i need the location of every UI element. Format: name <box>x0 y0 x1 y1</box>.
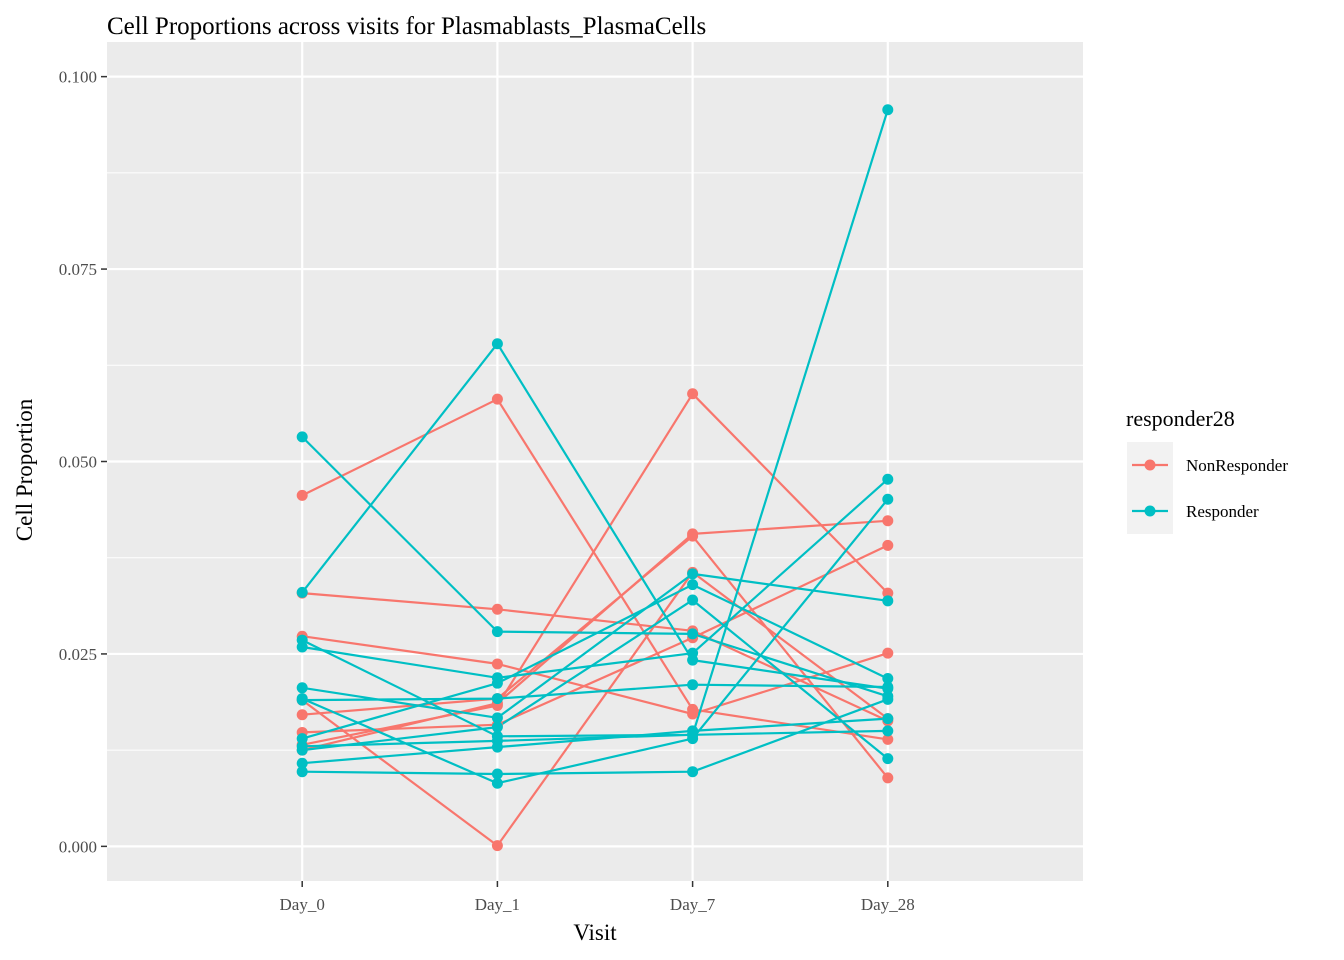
y-axis-title: Cell Proportion <box>12 398 37 541</box>
y-tick-label: 0.050 <box>59 453 97 472</box>
data-point-responder <box>491 721 503 733</box>
data-point-responder <box>882 104 894 116</box>
series-line-responder <box>301 342 888 690</box>
series-line-nonresponder <box>302 544 889 734</box>
data-point-responder <box>687 679 699 691</box>
legend-key-nonresponder-point <box>1144 459 1156 471</box>
data-point-responder <box>491 626 503 638</box>
data-point-nonresponder <box>296 709 308 721</box>
y-tick-label: 0.100 <box>59 68 97 87</box>
data-point-nonresponder <box>882 587 894 599</box>
data-point-responder <box>687 568 699 580</box>
series-line-responder <box>302 717 888 765</box>
data-point-responder <box>491 741 503 753</box>
data-point-nonresponder <box>296 489 308 501</box>
data-point-responder <box>491 712 503 724</box>
x-tick-label: Day_1 <box>475 895 520 914</box>
data-point-nonresponder <box>491 658 503 670</box>
data-point-responder <box>882 693 894 705</box>
series-line-responder <box>302 683 888 702</box>
legend-title: responder28 <box>1126 406 1235 431</box>
data-point-responder <box>882 473 894 485</box>
data-point-nonresponder <box>882 772 894 784</box>
x-axis: Day_0 Day_1 Day_7 Day_28 <box>280 881 915 914</box>
data-point-responder <box>882 673 894 685</box>
data-point-responder <box>491 693 503 705</box>
data-point-responder <box>296 693 308 705</box>
data-point-responder <box>687 628 699 640</box>
data-point-responder <box>296 682 308 694</box>
series-line-responder <box>301 498 889 785</box>
data-point-responder <box>296 757 308 769</box>
data-point-responder <box>687 733 699 745</box>
data-point-responder <box>491 677 503 689</box>
data-point-responder <box>491 768 503 780</box>
series-line-responder <box>302 572 888 719</box>
x-axis-title: Visit <box>573 920 617 945</box>
data-point-responder <box>296 431 308 443</box>
data-point-nonresponder <box>491 603 503 615</box>
data-point-nonresponder <box>687 708 699 720</box>
series-line-responder <box>301 583 889 740</box>
series-line-nonresponder <box>301 519 888 752</box>
series-line-nonresponder <box>301 392 889 746</box>
y-axis: 0.000 0.025 0.050 0.075 0.100 <box>59 68 107 856</box>
data-point-responder <box>882 681 894 693</box>
data-point-responder <box>882 493 894 505</box>
series-line-nonresponder <box>302 592 889 722</box>
y-tick-label: 0.025 <box>59 645 97 664</box>
data-point-nonresponder <box>687 528 699 540</box>
x-tick-label: Day_28 <box>861 895 915 914</box>
legend: responder28 NonResponder Responder <box>1126 406 1288 534</box>
data-point-responder <box>296 641 308 653</box>
data-point-nonresponder <box>882 515 894 527</box>
data-point-responder <box>882 595 894 607</box>
legend-label-responder: Responder <box>1186 502 1259 521</box>
series-line-responder <box>302 729 888 748</box>
data-point-responder <box>687 725 699 737</box>
legend-key-responder-point <box>1144 505 1156 517</box>
series-line-responder <box>302 478 889 679</box>
legend-label-nonresponder: NonResponder <box>1186 456 1288 475</box>
data-point-responder <box>491 338 503 350</box>
data-point-nonresponder <box>687 388 699 400</box>
chart-title: Cell Proportions across visits for Plasm… <box>107 13 706 40</box>
series-line-responder <box>302 598 889 760</box>
data-point-responder <box>687 766 699 778</box>
data-point-nonresponder <box>491 840 503 852</box>
y-tick-label: 0.000 <box>59 837 97 856</box>
series-line-nonresponder <box>302 635 889 716</box>
data-point-nonresponder <box>491 393 503 405</box>
data-point-responder <box>882 725 894 737</box>
data-point-responder <box>687 594 699 606</box>
data-point-responder <box>687 579 699 591</box>
data-point-nonresponder <box>882 733 894 745</box>
data-point-responder <box>491 777 503 789</box>
data-point-responder <box>296 744 308 756</box>
data-point-responder <box>296 766 308 778</box>
data-point-nonresponder <box>882 647 894 659</box>
data-point-nonresponder <box>882 539 894 551</box>
data-point-responder <box>882 753 894 765</box>
data-point-responder <box>882 713 894 725</box>
series-layer <box>296 104 894 852</box>
y-tick-label: 0.075 <box>59 260 97 279</box>
data-point-responder <box>687 647 699 659</box>
data-point-responder <box>296 733 308 745</box>
x-tick-label: Day_0 <box>280 895 325 914</box>
data-point-responder <box>296 586 308 598</box>
series-line-responder <box>301 109 889 738</box>
series-line-responder <box>302 698 889 776</box>
x-tick-label: Day_7 <box>670 895 716 914</box>
